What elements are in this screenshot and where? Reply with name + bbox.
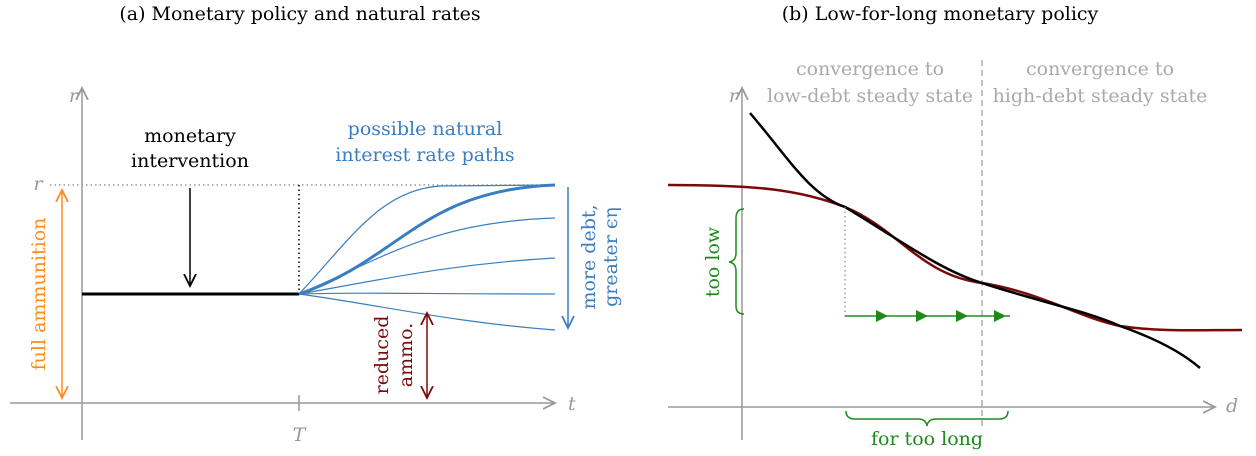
annotation: for too long [871,428,983,450]
axis-label: r [729,85,740,107]
green-path [728,208,1010,427]
annotation: interest rate paths [335,144,514,166]
annotation: high-debt steady state [993,85,1208,107]
level-label: r [33,173,44,195]
panel-title: (b) Low-for-long monetary policy [782,3,1099,25]
paths [298,183,556,331]
curve [749,112,1201,369]
annotation: greater ϵη [600,207,622,307]
panel-title: (a) Monetary policy and natural rates [119,3,480,25]
annotation: convergence to [796,58,944,80]
annotation: convergence to [1026,58,1174,80]
tick-label: T [293,424,307,446]
annotation: intervention [131,150,249,172]
annotation: reduced [371,316,393,395]
annotation: monetary [144,125,236,147]
curve [667,183,1243,332]
annotation: more debt, [578,204,600,309]
axis-label: t [568,393,576,415]
panel-b: (b) Low-for-long monetary policy r d con… [667,3,1243,450]
annotation: low-debt steady state [767,85,973,107]
panel-a: (a) Monetary policy and natural rates r … [10,3,622,446]
axis-label: r [69,85,80,107]
annotation: ammo. [395,323,417,388]
annotation: full ammunition [28,218,50,371]
annotation: too low [702,226,724,297]
axis-label: d [1226,395,1238,417]
annotation: possible natural [348,118,503,140]
